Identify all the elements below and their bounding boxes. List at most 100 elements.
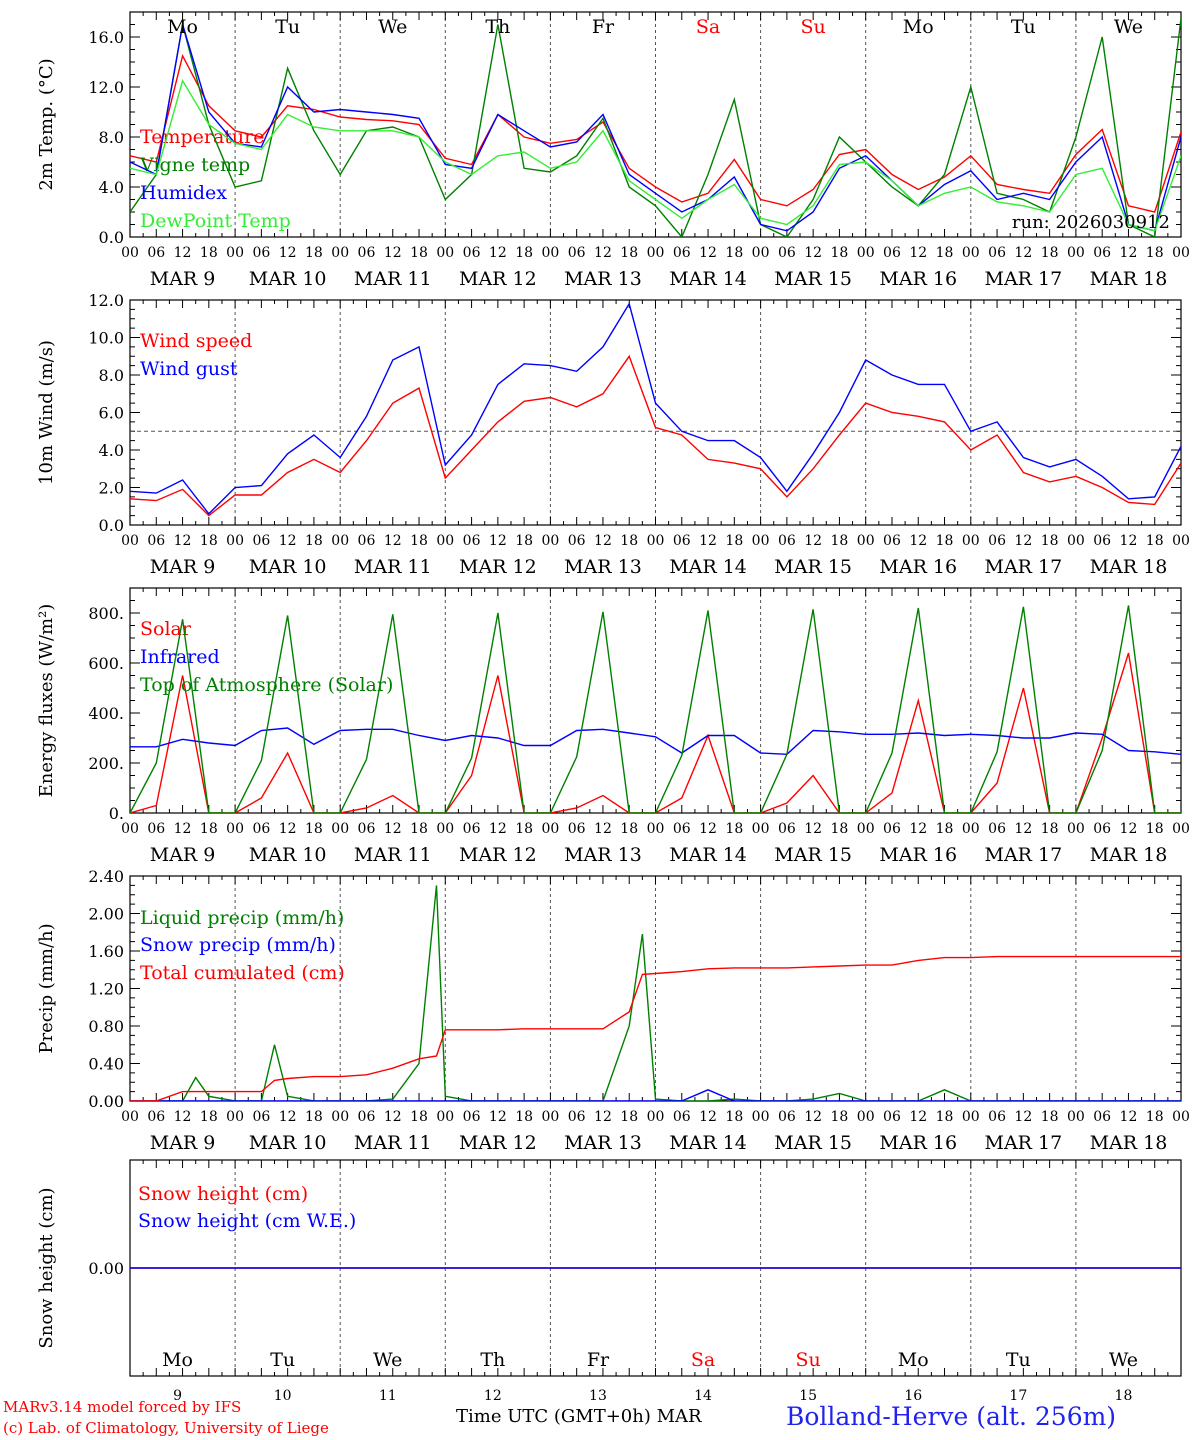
day-number: 9 xyxy=(173,1388,182,1404)
hour-tick-label: 12 xyxy=(174,1109,192,1125)
day-number: 15 xyxy=(799,1388,817,1404)
hour-tick-label: 12 xyxy=(279,821,297,837)
day-name: Tu xyxy=(1006,1349,1031,1371)
y-tick-label: 16.0 xyxy=(88,28,124,47)
date-label: MAR 18 xyxy=(1090,556,1168,578)
hour-tick-label: 12 xyxy=(1014,245,1032,261)
hour-tick-label: 00 xyxy=(331,533,349,549)
day-name: Tu xyxy=(275,16,300,38)
hour-tick-label: 12 xyxy=(1120,245,1138,261)
hour-tick-label: 18 xyxy=(305,245,323,261)
legend-entry: Snow height (cm) xyxy=(138,1183,308,1205)
hour-tick-label: 18 xyxy=(1041,533,1059,549)
hour-tick-label: 18 xyxy=(936,245,954,261)
y-tick-label: 800. xyxy=(88,604,124,623)
hour-tick-label: 00 xyxy=(1067,1109,1085,1125)
y-tick-label: 4.0 xyxy=(99,441,124,460)
hour-tick-label: 06 xyxy=(252,821,270,837)
hour-tick-label: 00 xyxy=(541,1109,559,1125)
date-label: MAR 10 xyxy=(249,1132,327,1154)
series-line xyxy=(130,302,1181,515)
hour-tick-label: 06 xyxy=(778,533,796,549)
hour-tick-label: 00 xyxy=(121,1109,139,1125)
hour-tick-label: 18 xyxy=(1041,821,1059,837)
day-name: Tu xyxy=(270,1349,295,1371)
date-label: MAR 14 xyxy=(669,1132,747,1154)
date-label: MAR 14 xyxy=(669,268,747,290)
hour-tick-label: 18 xyxy=(725,821,743,837)
date-label: MAR 17 xyxy=(984,844,1062,866)
y-axis-label: 10m Wind (m/s) xyxy=(36,340,57,485)
panel-frame xyxy=(129,299,1182,526)
legend-entry: Snow precip (mm/h) xyxy=(140,934,336,956)
hour-tick-label: 06 xyxy=(568,245,586,261)
hour-tick-label: 00 xyxy=(331,1109,349,1125)
hour-tick-label: 06 xyxy=(358,245,376,261)
day-number: 13 xyxy=(589,1388,607,1404)
day-name: Sa xyxy=(691,1349,715,1371)
hour-tick-label: 00 xyxy=(1067,245,1085,261)
hour-tick-label: 06 xyxy=(778,245,796,261)
hour-tick-label: 00 xyxy=(857,533,875,549)
day-name: We xyxy=(1114,16,1143,38)
hour-tick-label: 18 xyxy=(725,533,743,549)
hour-tick-label: 12 xyxy=(174,245,192,261)
hour-tick-label: 06 xyxy=(883,821,901,837)
date-label: MAR 12 xyxy=(459,556,537,578)
hour-tick-label: 06 xyxy=(147,821,165,837)
hour-tick-label: 00 xyxy=(121,821,139,837)
hour-tick-label: 12 xyxy=(1120,821,1138,837)
panel-2: 0.0 2.0 4.0 6.0 8.0 10.0 12.0 10m Wind (m/s) Win… xyxy=(36,291,1190,578)
hour-tick-label: 06 xyxy=(358,821,376,837)
hour-tick-label: 18 xyxy=(410,821,428,837)
hour-tick-label: 00 xyxy=(1172,245,1190,261)
y-tick-label: 200. xyxy=(88,754,124,773)
date-label: MAR 11 xyxy=(354,268,432,290)
hour-tick-label: 18 xyxy=(1146,1109,1164,1125)
hour-tick-label: 00 xyxy=(857,1109,875,1125)
y-tick-label: 0.80 xyxy=(88,1017,124,1036)
day-number: 11 xyxy=(379,1388,397,1404)
hour-tick-label: 18 xyxy=(725,245,743,261)
hour-tick-label: 18 xyxy=(620,821,638,837)
day-name: Th xyxy=(485,16,510,38)
date-label: MAR 15 xyxy=(774,556,852,578)
panel-1: 0.04.08.012.016.02m Temp. (°C) Temperatur… xyxy=(36,11,1190,290)
y-axis-label: 2m Temp. (°C) xyxy=(36,58,57,190)
hour-tick-label: 18 xyxy=(620,245,638,261)
hour-tick-label: 06 xyxy=(358,533,376,549)
hour-tick-label: 06 xyxy=(463,533,481,549)
hour-tick-label: 00 xyxy=(436,245,454,261)
y-tick-label: 0.0 xyxy=(99,516,124,535)
day-name: We xyxy=(378,16,407,38)
hour-tick-label: 18 xyxy=(305,533,323,549)
date-label: MAR 15 xyxy=(774,268,852,290)
day-name: Mo xyxy=(167,16,198,38)
hour-tick-label: 00 xyxy=(752,1109,770,1125)
hour-tick-label: 12 xyxy=(804,1109,822,1125)
hour-tick-label: 06 xyxy=(673,533,691,549)
legend-entry: Liquid precip (mm/h) xyxy=(140,907,344,929)
day-name: We xyxy=(373,1349,402,1371)
hour-tick-label: 06 xyxy=(568,533,586,549)
hour-tick-label: 12 xyxy=(489,1109,507,1125)
hour-tick-label: 18 xyxy=(725,1109,743,1125)
hour-tick-label: 12 xyxy=(1120,1109,1138,1125)
date-label: MAR 13 xyxy=(564,268,642,290)
day-number: 10 xyxy=(274,1388,292,1404)
hour-tick-label: 06 xyxy=(883,245,901,261)
legend-entry: Wind gust xyxy=(140,358,238,380)
hour-tick-label: 06 xyxy=(673,1109,691,1125)
date-label: MAR 15 xyxy=(774,844,852,866)
date-label: MAR 18 xyxy=(1090,268,1168,290)
y-tick-label: 2.00 xyxy=(88,905,124,924)
hour-tick-label: 12 xyxy=(384,821,402,837)
date-label: MAR 11 xyxy=(354,556,432,578)
hour-tick-label: 00 xyxy=(962,821,980,837)
hour-tick-label: 18 xyxy=(1146,533,1164,549)
hour-tick-label: 06 xyxy=(252,245,270,261)
hour-tick-label: 12 xyxy=(594,533,612,549)
hour-tick-label: 12 xyxy=(279,245,297,261)
day-number: 12 xyxy=(484,1388,502,1404)
